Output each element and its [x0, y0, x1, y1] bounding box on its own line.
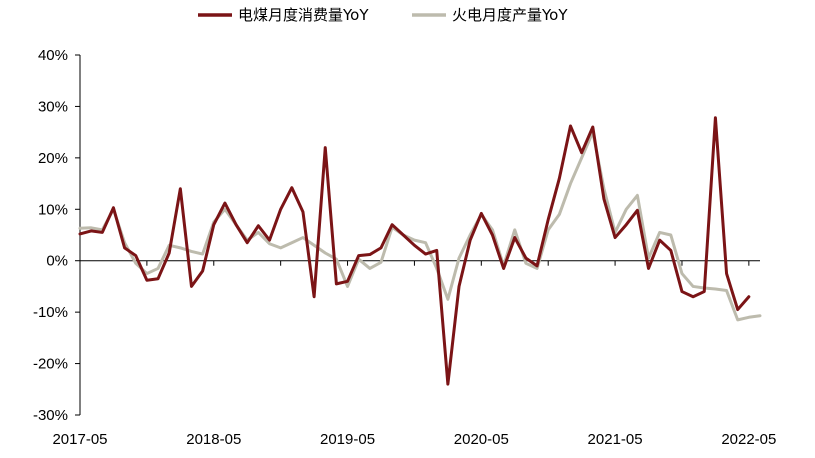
x-tick-label: 2018-05	[186, 431, 241, 448]
y-tick-label: 20%	[38, 150, 68, 167]
x-axis: 2017-05 2018-05 2019-05 2020-05 2021-05 2022-…	[52, 260, 776, 448]
series-line-coal-consumption	[78, 116, 751, 386]
legend: 电煤月度消费量YoY 火电月度产量YoY	[198, 6, 568, 24]
x-tick-label: 2020-05	[454, 431, 509, 448]
y-tick-label: 10%	[38, 201, 68, 218]
y-tick-label: -30%	[33, 407, 68, 424]
series-line-thermal-power	[78, 130, 762, 322]
y-tick-label: 30%	[38, 98, 68, 115]
y-tick-label: 0%	[46, 253, 68, 270]
x-tick-label: 2021-05	[588, 431, 643, 448]
x-tick-label: 2019-05	[320, 431, 375, 448]
y-tick-label: -20%	[33, 356, 68, 373]
legend-label-coal-consumption: 电煤月度消费量YoY	[238, 6, 369, 24]
y-tick-label: 40%	[38, 47, 68, 64]
plot-series	[78, 116, 762, 386]
x-tick-label: 2017-05	[52, 431, 107, 448]
y-axis: 40% 30% 20% 10% 0% -10% -20% -30%	[33, 47, 81, 424]
y-tick-label: -10%	[33, 304, 68, 321]
legend-label-thermal-power: 火电月度产量YoY	[452, 6, 568, 24]
x-tick-label: 2022-05	[721, 431, 776, 448]
